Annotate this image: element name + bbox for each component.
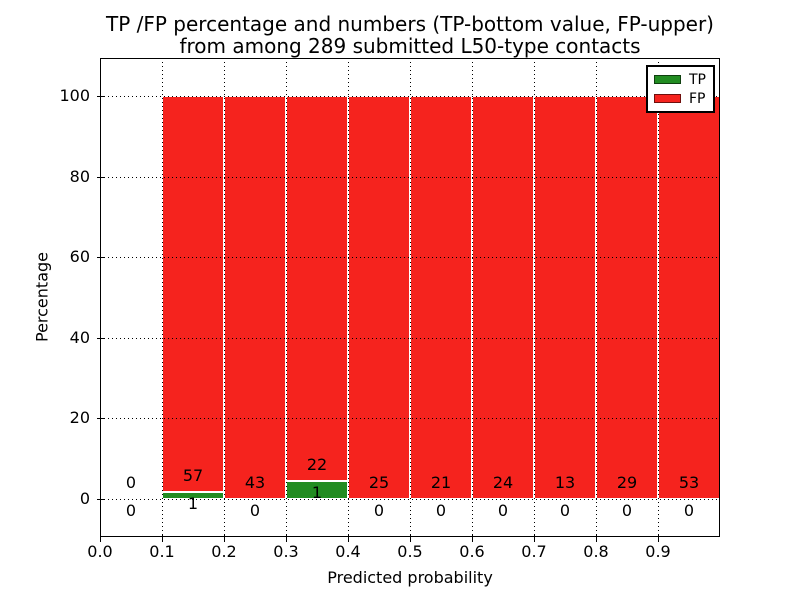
legend-item-fp: FP bbox=[654, 92, 713, 106]
fp-bar bbox=[162, 96, 224, 492]
bar-labels-layer: 0 0 57 1 43 0 22 1 25 0 21 0 24 0 13 0 29 0 53 0 bbox=[100, 58, 720, 537]
gridline-vertical bbox=[472, 58, 473, 537]
tp-count-label: 0 bbox=[125, 500, 137, 520]
legend-item-tp: TP bbox=[654, 73, 713, 87]
tp-count-label: 0 bbox=[683, 500, 695, 520]
gridline-vertical bbox=[410, 58, 411, 537]
y-tick-label: 20 bbox=[69, 408, 90, 428]
x-tick bbox=[286, 534, 287, 542]
tp-count-label: 1 bbox=[311, 483, 323, 503]
chart-title-line1: TP /FP percentage and numbers (TP-bottom… bbox=[106, 12, 714, 36]
fp-bar bbox=[472, 96, 534, 499]
fp-count-label: 0 bbox=[125, 472, 137, 492]
x-tick bbox=[348, 534, 349, 542]
fp-count-label: 13 bbox=[554, 472, 576, 492]
fp-bar bbox=[596, 96, 658, 499]
x-tick-label: 0.9 bbox=[645, 542, 671, 561]
bars-layer bbox=[100, 58, 720, 537]
fp-count-label: 22 bbox=[306, 455, 328, 475]
x-tick bbox=[658, 534, 659, 542]
x-axis-label: Predicted probability bbox=[327, 568, 493, 587]
y-tick-label: 0 bbox=[79, 489, 90, 508]
x-tick bbox=[100, 534, 101, 542]
x-tick-label: 0.1 bbox=[149, 542, 175, 561]
fp-count-label: 24 bbox=[492, 472, 514, 492]
x-tick-label: 0.7 bbox=[521, 542, 547, 561]
fp-count-label: 57 bbox=[182, 465, 204, 485]
x-tick-label: 0.2 bbox=[211, 542, 237, 561]
tp-count-label: 0 bbox=[559, 500, 571, 520]
fp-bar bbox=[286, 96, 348, 482]
plot-area: 0 0 57 1 43 0 22 1 25 0 21 0 24 0 13 0 29 0 53 0 bbox=[100, 58, 720, 537]
legend-swatch-tp-icon bbox=[654, 75, 681, 84]
tp-count-label: 0 bbox=[249, 500, 261, 520]
x-tick bbox=[596, 534, 597, 542]
legend-label-tp: TP bbox=[689, 71, 706, 88]
x-tick-label: 0.0 bbox=[87, 542, 113, 561]
fp-bar bbox=[348, 96, 410, 499]
x-tick-label: 0.4 bbox=[335, 542, 361, 561]
x-tick bbox=[410, 534, 411, 542]
gridline-vertical bbox=[162, 58, 163, 537]
tp-count-label: 0 bbox=[373, 500, 385, 520]
tp-count-label: 0 bbox=[435, 500, 447, 520]
fp-count-label: 25 bbox=[368, 472, 390, 492]
gridline-vertical bbox=[534, 58, 535, 537]
legend-swatch-fp-icon bbox=[654, 94, 681, 103]
chart-title: TP /FP percentage and numbers (TP-bottom… bbox=[100, 13, 720, 57]
tp-count-label: 0 bbox=[497, 500, 509, 520]
grid-layer bbox=[100, 58, 720, 537]
y-tick-label: 100 bbox=[59, 86, 90, 106]
fp-count-label: 29 bbox=[616, 472, 638, 492]
chart-title-line2: from among 289 submitted L50-type contac… bbox=[179, 34, 641, 58]
gridline-vertical bbox=[286, 58, 287, 537]
x-tick bbox=[534, 534, 535, 542]
gridline-vertical bbox=[348, 58, 349, 537]
fp-count-label: 53 bbox=[678, 472, 700, 492]
y-tick-label: 40 bbox=[69, 328, 90, 347]
y-tick-label: 60 bbox=[69, 247, 90, 267]
legend: TP FP bbox=[646, 65, 715, 113]
gridline-vertical bbox=[596, 58, 597, 537]
x-tick bbox=[162, 534, 163, 542]
fp-count-label: 21 bbox=[430, 472, 452, 492]
y-axis-label: Percentage bbox=[32, 251, 52, 343]
tp-count-label: 1 bbox=[187, 493, 199, 513]
fp-bar bbox=[534, 96, 596, 499]
x-tick-label: 0.5 bbox=[397, 542, 423, 561]
gridline-vertical bbox=[658, 58, 659, 537]
x-tick-label: 0.6 bbox=[459, 542, 485, 561]
x-tick bbox=[224, 534, 225, 542]
x-tick-label: 0.8 bbox=[583, 542, 609, 561]
tp-count-label: 0 bbox=[621, 500, 633, 520]
plot-frame bbox=[100, 58, 720, 537]
fp-count-label: 43 bbox=[244, 472, 266, 492]
gridline-vertical bbox=[224, 58, 225, 537]
y-tick-label: 80 bbox=[69, 166, 90, 186]
x-tick-label: 0.3 bbox=[273, 542, 299, 561]
legend-label-fp: FP bbox=[689, 90, 706, 107]
x-tick bbox=[472, 534, 473, 542]
